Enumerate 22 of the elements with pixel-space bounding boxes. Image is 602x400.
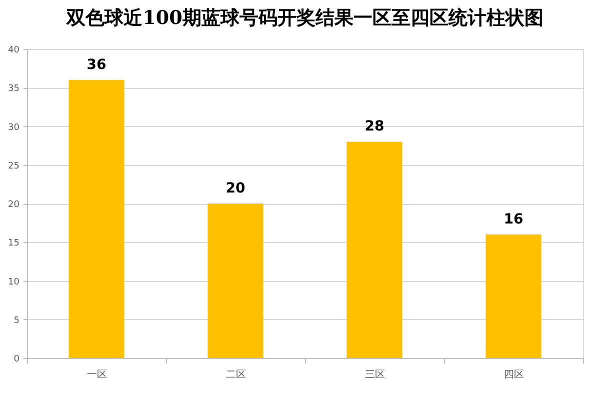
y-tick-label: 25 [8,161,20,172]
x-tick-label: 一区 [87,370,107,380]
y-tick-label: 5 [14,316,20,326]
y-tick-label: 35 [8,84,20,94]
data-label: 16 [504,211,524,228]
y-tick-label: 40 [8,46,20,56]
y-tick-label: 30 [8,122,20,133]
bar [486,234,542,358]
bar [208,204,264,358]
y-tick-label: 20 [8,200,20,210]
x-tick-label: 二区 [226,370,246,380]
y-tick-label: 10 [8,277,20,288]
data-label: 28 [364,118,384,135]
y-tick-label: 15 [8,238,20,249]
y-tick-label: 0 [14,354,20,364]
data-label: 36 [86,56,106,73]
chart-title: 双色球近100期蓝球号码开奖结果一区至四区统计柱状图 [66,7,544,29]
bar [346,142,402,358]
x-tick-label: 三区 [365,370,385,380]
bar [68,80,124,358]
data-label: 20 [226,180,246,196]
x-tick-label: 四区 [504,370,524,380]
